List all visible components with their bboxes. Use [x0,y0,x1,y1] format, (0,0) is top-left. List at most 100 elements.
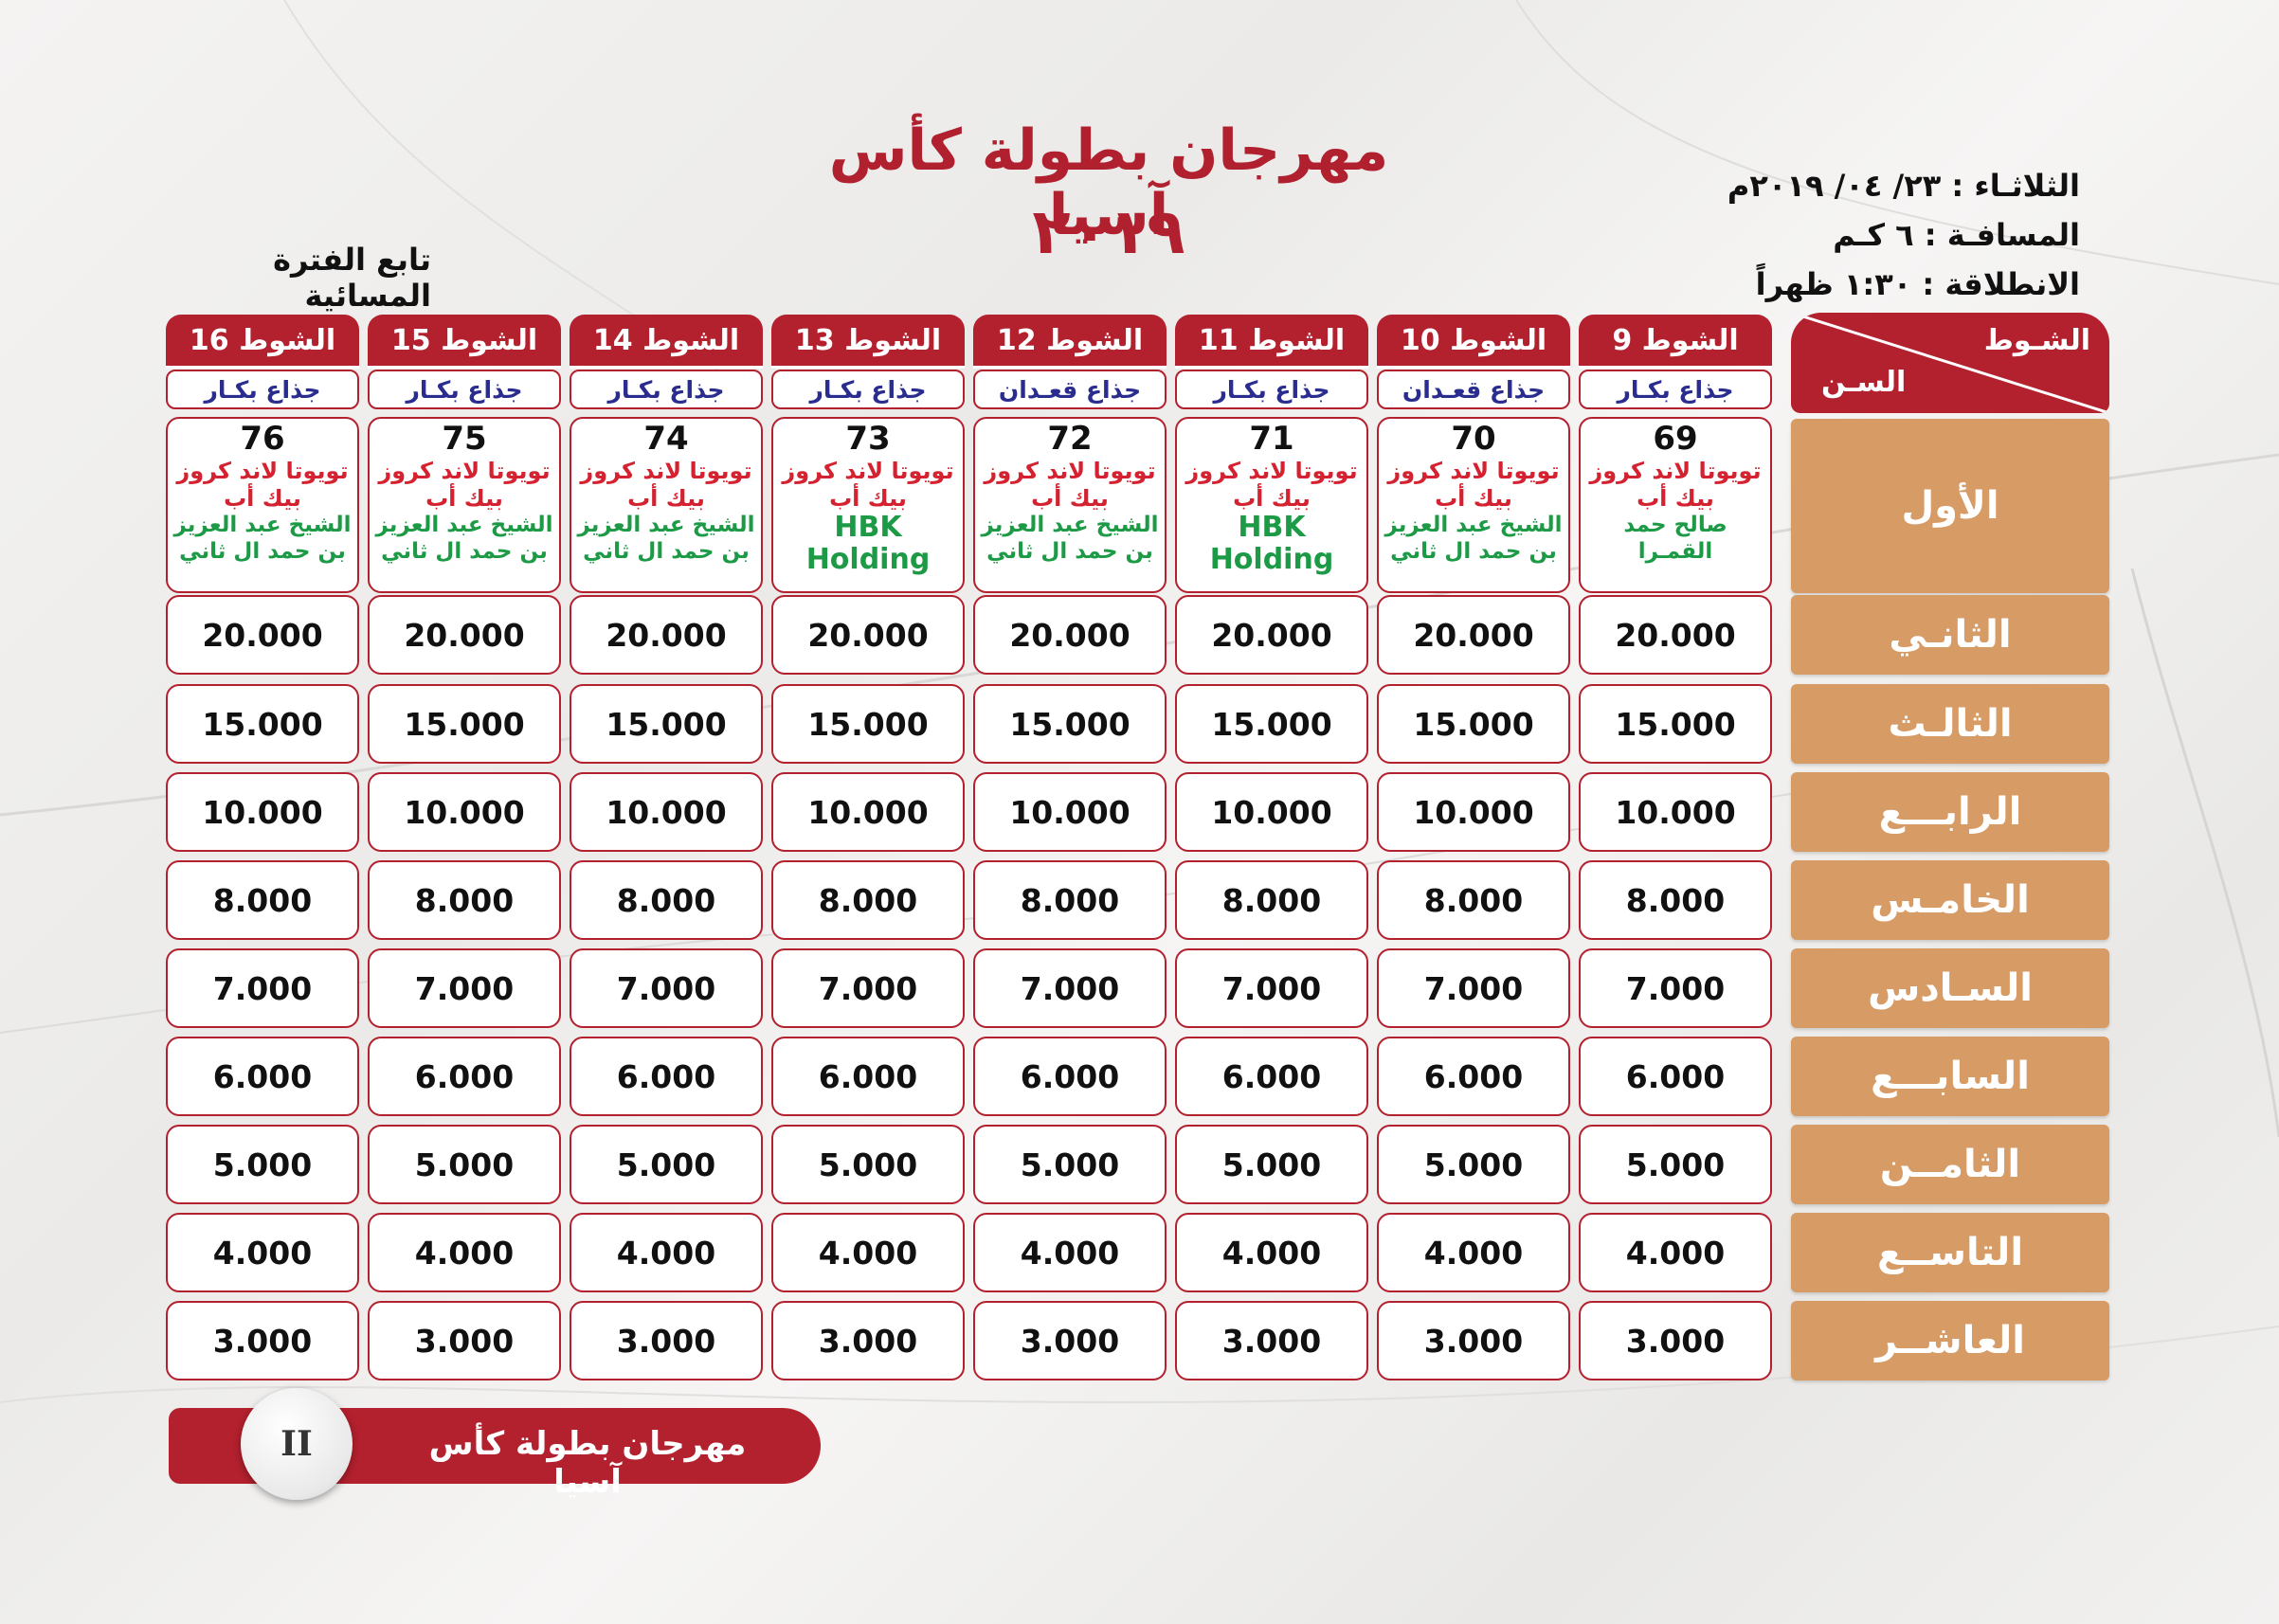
position-label: الرابـــع [1791,772,2109,852]
prize-cell: 7.000 [771,948,965,1028]
prize-cell: 5.000 [1175,1125,1368,1204]
position-label: الثانـي [1791,595,2109,675]
prize-cell: 7.000 [1579,948,1772,1028]
prize-cell: 8.000 [570,860,763,940]
prize-cell: 10.000 [1175,772,1368,852]
prize-car: تويوتا لاند كروز [378,458,551,484]
event-info: الثلاثـاء : ٢٣/ ٠٤/ ٢٠١٩م المسافـة : ٦ ك… [1511,161,2080,309]
corner-age-label: السـن [1821,366,1907,399]
prize-cell: 3.000 [368,1301,561,1380]
position-label: التاســع [1791,1213,2109,1292]
prize-cell: 10.000 [1377,772,1570,852]
prize-cell: 3.000 [570,1301,763,1380]
winner-owner-line1: الشيخ عبد العزيز [1384,513,1563,537]
prize-cell: 20.000 [166,595,359,675]
page-year: ٢٠١٩ [1032,195,1185,268]
prize-cell: 6.000 [166,1037,359,1116]
prize-cell: 15.000 [771,684,965,764]
position-label: الثامــن [1791,1125,2109,1204]
position-label: السـادس [1791,948,2109,1028]
page-title: مهرجان بطولة كأس آسيا [828,117,1389,248]
prize-cell: 8.000 [166,860,359,940]
prize-cell: 3.000 [973,1301,1167,1380]
prize-cell: 8.000 [1175,860,1368,940]
prize-cell: 15.000 [570,684,763,764]
race-header: الشوط 9 [1579,315,1772,369]
winner-owner-line2: Holding [1209,543,1334,576]
prize-cell: 3.000 [1175,1301,1368,1380]
table-corner-header: الشـوط السـن [1791,313,2109,413]
prize-cell: 8.000 [771,860,965,940]
prize-cell: 3.000 [1377,1301,1570,1380]
event-date: الثلاثـاء : ٢٣/ ٠٤/ ٢٠١٩م [1727,168,2080,204]
race-header: الشوط 11 [1175,315,1368,369]
prize-cell: 4.000 [1175,1213,1368,1292]
position-label: السابـــع [1791,1037,2109,1116]
prize-car: تويوتا لاند كروز [176,458,349,484]
winner-owner-line1: الشيخ عبد العزيز [375,513,553,537]
winner-owner-line1: الشيخ عبد العزيز [173,513,352,537]
first-place-cell: 74 تويوتا لاند كروز بيك أب الشيخ عبد العزيز… [570,417,763,593]
position-label: العاشــر [1791,1301,2109,1380]
prize-cell: 20.000 [973,595,1167,675]
race-category: جذاع بكـار [771,370,965,409]
prize-cell: 10.000 [166,772,359,852]
prize-cell: 10.000 [973,772,1167,852]
first-place-cell: 76 تويوتا لاند كروز بيك أب الشيخ عبد العزيز… [166,417,359,593]
prize-cell: 7.000 [368,948,561,1028]
race-header: الشوط 13 [771,315,965,369]
prize-cell: 20.000 [771,595,965,675]
prize-cell: 4.000 [1579,1213,1772,1292]
prize-cell: 20.000 [1579,595,1772,675]
race-category: جذاع بكـار [368,370,561,409]
prize-car: تويوتا لاند كروز [984,458,1156,484]
prize-car: تويوتا لاند كروز [782,458,954,484]
prize-cell: 20.000 [1377,595,1570,675]
first-place-cell: 72 تويوتا لاند كروز بيك أب الشيخ عبد العزيز… [973,417,1167,593]
prize-cell: 4.000 [771,1213,965,1292]
winner-number: 74 [643,420,689,458]
prize-cell: 4.000 [570,1213,763,1292]
race-category: جذاع بكـار [166,370,359,409]
prize-cell: 5.000 [368,1125,561,1204]
prize-cell: 10.000 [771,772,965,852]
prize-car-type: بيك أب [425,485,503,512]
prize-cell: 3.000 [1579,1301,1772,1380]
prize-cell: 7.000 [973,948,1167,1028]
prize-cell: 15.000 [368,684,561,764]
first-place-cell: 70 تويوتا لاند كروز بيك أب الشيخ عبد العزيز… [1377,417,1570,593]
prize-cell: 6.000 [570,1037,763,1116]
prize-cell: 7.000 [1377,948,1570,1028]
prize-cell: 5.000 [973,1125,1167,1204]
prize-car-type: بيك أب [1233,485,1311,512]
winner-owner-line1: HBK [834,511,902,544]
prize-cell: 20.000 [1175,595,1368,675]
first-place-cell: 75 تويوتا لاند كروز بيك أب الشيخ عبد العزيز… [368,417,561,593]
race-header: الشوط 12 [973,315,1167,369]
prize-car: تويوتا لاند كروز [1589,458,1762,484]
prize-cell: 7.000 [570,948,763,1028]
prize-cell: 5.000 [570,1125,763,1204]
winner-owner-line1: الشيخ عبد العزيز [981,513,1159,537]
winner-number: 75 [442,420,487,458]
event-distance: المسافـة : ٦ كـم [1833,217,2080,253]
diagonal-divider [1791,313,2109,413]
prize-cell: 8.000 [973,860,1167,940]
prize-cell: 7.000 [166,948,359,1028]
winner-number: 70 [1451,420,1496,458]
prize-cell: 6.000 [1377,1037,1570,1116]
prize-cell: 6.000 [1579,1037,1772,1116]
race-header: الشوط 15 [368,315,561,369]
race-category: جذاع بكـار [1579,370,1772,409]
prize-cell: 3.000 [166,1301,359,1380]
race-category: جذاع بكـار [570,370,763,409]
winner-owner-line1: صالح حمد [1623,513,1727,537]
prize-car: تويوتا لاند كروز [1387,458,1560,484]
first-place-cell: 69 تويوتا لاند كروز بيك أب صالح حمد القمـرا [1579,417,1772,593]
race-category: جذاع قعـدان [1377,370,1570,409]
race-category: جذاع قعـدان [973,370,1167,409]
winner-owner-line2: القمـرا [1637,539,1713,564]
race-header: الشوط 16 [166,315,359,369]
winner-owner-line2: بن حمد ال ثاني [986,539,1153,564]
prize-cell: 4.000 [1377,1213,1570,1292]
